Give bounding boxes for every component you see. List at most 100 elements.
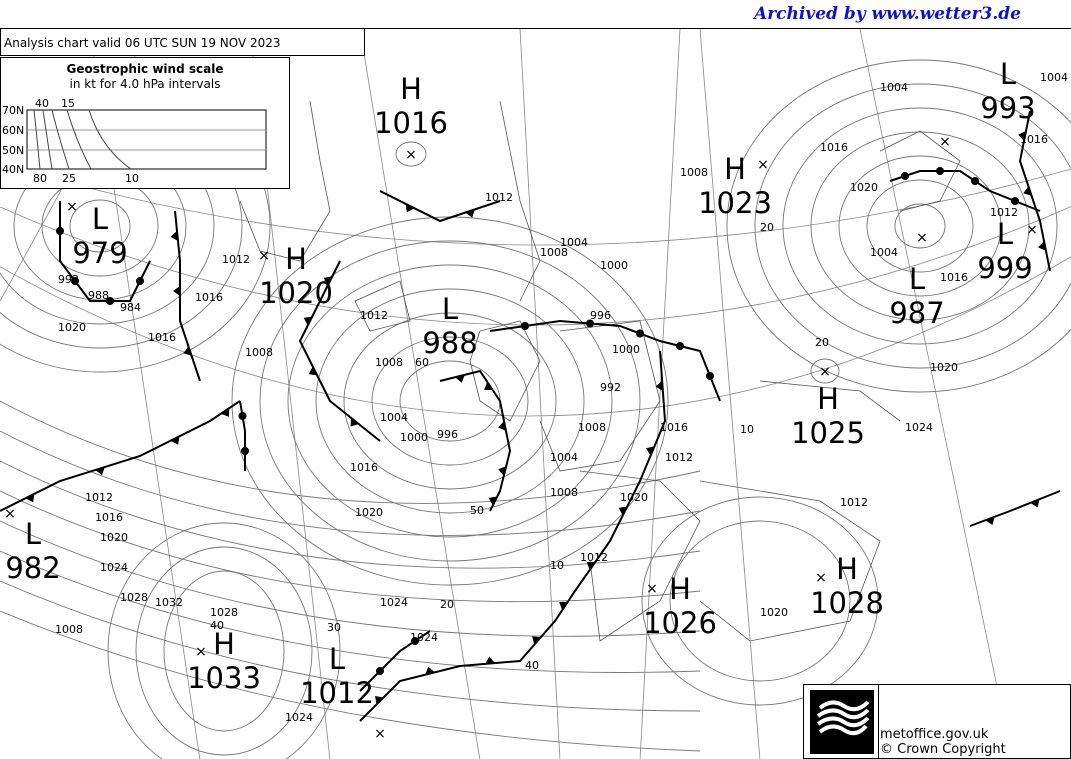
centre-pressure: 987 — [889, 296, 944, 330]
wind-scale-mark: 50 — [470, 504, 484, 517]
isobar-label: 1016 — [1020, 133, 1048, 146]
cold-front-marker — [1038, 241, 1046, 251]
meridian — [639, 29, 681, 759]
warm-front-marker — [676, 342, 684, 350]
chart-title: Analysis chart valid 06 UTC SUN 19 NOV 2… — [0, 28, 365, 56]
isobar-label: 1004 — [880, 81, 908, 94]
isobar-label: 1004 — [550, 451, 578, 464]
isobar-label: 996 — [590, 309, 611, 322]
cold-front-marker — [323, 276, 333, 286]
isobar-label: 1020 — [620, 491, 648, 504]
isobar-label: 1000 — [612, 343, 640, 356]
coastline — [469, 320, 541, 422]
centre-marker-icon: × — [405, 147, 417, 163]
warm-front-marker — [238, 412, 247, 420]
wind-scale-mark: 30 — [327, 621, 341, 634]
centre-marker-icon: × — [939, 134, 951, 150]
wind-scale-graphic: 70N 60N 50N 40N 40 15 80 25 10 — [2, 97, 267, 185]
warm-front-marker — [521, 322, 529, 330]
site-link[interactable]: metoffice.gov.uk — [880, 727, 989, 742]
warm-front — [239, 400, 246, 471]
isobar-label: 1016 — [195, 291, 223, 304]
wind-scale-mark: 40 — [210, 619, 224, 632]
isobar — [0, 490, 701, 603]
centre-type: H — [836, 552, 858, 586]
isobar-label: 1008 — [245, 346, 273, 359]
isobar-label: 1004 — [870, 246, 898, 259]
speed-label: 80 — [33, 172, 47, 185]
isobar-label: 1024 — [380, 596, 408, 609]
coastline — [539, 320, 661, 472]
isobar — [259, 240, 641, 562]
warm-front-marker — [411, 637, 419, 645]
centre-type: L — [1000, 57, 1016, 91]
waves-icon — [816, 700, 870, 736]
cold-front-marker — [1018, 131, 1026, 141]
isobar — [838, 155, 1002, 297]
cold-front-marker — [985, 516, 995, 526]
isobar — [641, 496, 879, 706]
cold-front — [0, 400, 241, 512]
isobar-label: 1028 — [210, 606, 238, 619]
isobar-label: 1012 — [580, 551, 608, 564]
isobar-label: 1020 — [355, 506, 383, 519]
centre-marker-icon: × — [4, 506, 16, 522]
archive-watermark: Archived by www.wetter3.de — [754, 4, 1021, 24]
wind-scale-mark: 10 — [740, 423, 754, 436]
warm-front-marker — [71, 277, 79, 285]
isobar-label: 1024 — [285, 711, 313, 724]
meridian — [359, 29, 481, 759]
fronts — [0, 110, 1061, 722]
centre-marker-icon: × — [916, 230, 928, 246]
isobar-label: 1004 — [1040, 71, 1068, 84]
wind-scale-legend: Geostrophic wind scale in kt for 4.0 hPa… — [0, 57, 290, 189]
wind-scale-subtitle: in kt for 4.0 hPa intervals — [69, 77, 221, 91]
centre-pressure: 1012 — [300, 676, 374, 710]
centre-marker-icon: × — [195, 644, 207, 660]
isobar-label: 1012 — [485, 191, 513, 204]
coastline — [499, 100, 541, 302]
isobar-label: 984 — [120, 301, 141, 314]
isobar-label: 1008 — [375, 356, 403, 369]
isobar-label: 1008 — [550, 486, 578, 499]
isobar-label: 1024 — [410, 631, 438, 644]
warm-front-marker — [971, 177, 979, 185]
centre-marker-icon: × — [819, 364, 831, 380]
wind-scale-mark: 60 — [415, 356, 429, 369]
isobar — [135, 546, 313, 756]
cold-front-marker — [465, 209, 475, 218]
isobar — [395, 141, 427, 167]
isobar-label: 1008 — [680, 166, 708, 179]
parallel — [0, 256, 1071, 417]
isobar-label: 1016 — [148, 331, 176, 344]
isobar-label: 1028 — [120, 591, 148, 604]
warm-front-marker — [901, 172, 909, 180]
parallel — [19, 168, 1071, 246]
meridian — [519, 29, 561, 759]
isobar-label: 1016 — [350, 461, 378, 474]
centre-pressure: 1020 — [259, 276, 333, 310]
isobar-label: 1024 — [100, 561, 128, 574]
isobar-label: 1012 — [360, 309, 388, 322]
cold-front-marker — [308, 366, 318, 376]
isobar-label: 1020 — [850, 181, 878, 194]
meridian — [859, 29, 1001, 702]
cold-front-marker — [498, 466, 507, 476]
isobar-label: 1008 — [540, 246, 568, 259]
isobar-label: 1020 — [760, 606, 788, 619]
isobar-label: 1016 — [95, 511, 123, 524]
isobar — [0, 580, 701, 712]
lat-label: 50N — [2, 144, 24, 157]
cold-front-marker — [25, 493, 35, 503]
isobars — [0, 59, 1071, 759]
centre-pressure: 999 — [977, 251, 1032, 285]
centre-marker-icon: × — [66, 199, 78, 215]
isobar — [754, 83, 1071, 369]
centre-pressure: 982 — [5, 551, 60, 585]
isobar-label: 1004 — [380, 411, 408, 424]
cold-front-marker — [220, 408, 230, 417]
centre-marker-icon: × — [374, 726, 386, 742]
